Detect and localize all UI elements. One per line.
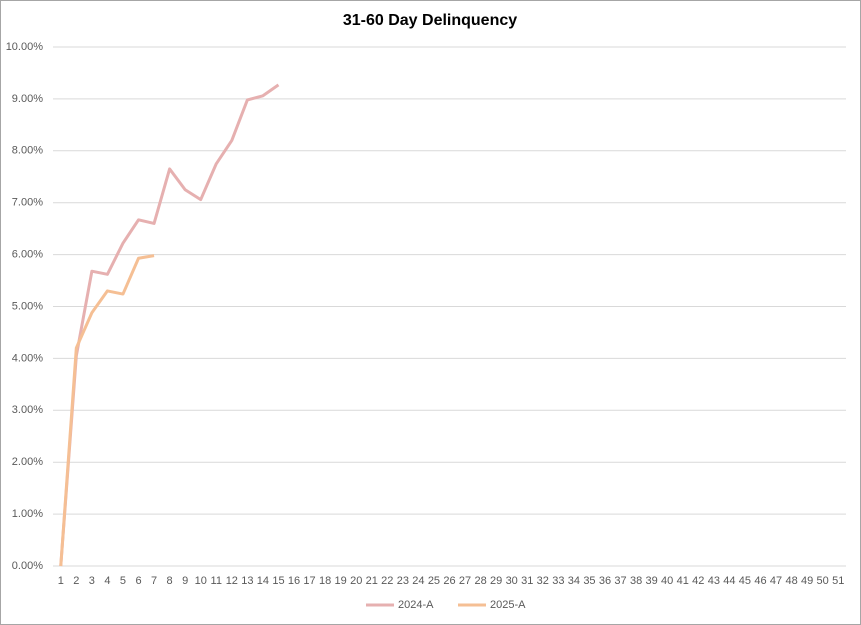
x-tick-label: 26 [443, 575, 455, 587]
x-tick-label: 35 [583, 575, 595, 587]
x-tick-label: 30 [506, 575, 518, 587]
chart-title: 31-60 Day Delinquency [343, 12, 517, 29]
x-tick-label: 8 [167, 575, 173, 587]
x-tick-label: 12 [226, 575, 238, 587]
x-tick-label: 51 [832, 575, 844, 587]
x-tick-label: 29 [490, 575, 502, 587]
x-tick-label: 46 [754, 575, 766, 587]
x-tick-label: 38 [630, 575, 642, 587]
line-series [59, 83, 280, 567]
y-tick-label: 1.00% [12, 508, 43, 520]
x-tick-label: 5 [120, 575, 126, 587]
x-tick-label: 14 [257, 575, 269, 587]
y-tick-label: 7.00% [12, 197, 43, 209]
y-tick-label: 5.00% [12, 300, 43, 312]
x-tick-label: 3 [89, 575, 95, 587]
legend-label: 2024-A [398, 599, 434, 611]
x-tick-label: 32 [537, 575, 549, 587]
x-tick-label: 15 [272, 575, 284, 587]
x-tick-label: 44 [723, 575, 735, 587]
x-tick-label: 24 [412, 575, 424, 587]
x-tick-label: 42 [692, 575, 704, 587]
x-tick-label: 2 [73, 575, 79, 587]
x-tick-label: 36 [599, 575, 611, 587]
line-series [59, 254, 155, 567]
x-tick-label: 6 [135, 575, 141, 587]
y-tick-label: 0.00% [12, 560, 43, 572]
x-tick-label: 48 [785, 575, 797, 587]
y-tick-label: 9.00% [12, 93, 43, 105]
y-tick-label: 6.00% [12, 249, 43, 261]
x-tick-label: 20 [350, 575, 362, 587]
x-tick-label: 27 [459, 575, 471, 587]
x-tick-label: 50 [817, 575, 829, 587]
x-tick-label: 13 [241, 575, 253, 587]
x-tick-label: 17 [303, 575, 315, 587]
x-tick-label: 45 [739, 575, 751, 587]
x-tick-label: 33 [552, 575, 564, 587]
x-tick-label: 18 [319, 575, 331, 587]
x-tick-label: 37 [614, 575, 626, 587]
x-tick-label: 7 [151, 575, 157, 587]
x-tick-label: 49 [801, 575, 813, 587]
x-tick-label: 16 [288, 575, 300, 587]
x-tick-label: 10 [195, 575, 207, 587]
y-tick-label: 3.00% [12, 404, 43, 416]
x-tick-label: 43 [708, 575, 720, 587]
legend-label: 2025-A [490, 599, 526, 611]
x-tick-label: 28 [474, 575, 486, 587]
x-tick-label: 23 [397, 575, 409, 587]
x-tick-label: 4 [104, 575, 110, 587]
x-tick-label: 40 [661, 575, 673, 587]
x-tick-label: 9 [182, 575, 188, 587]
x-tick-label: 25 [428, 575, 440, 587]
x-tick-label: 22 [381, 575, 393, 587]
x-tick-label: 31 [521, 575, 533, 587]
x-tick-label: 11 [211, 575, 222, 587]
x-tick-label: 19 [335, 575, 347, 587]
x-tick-label: 21 [366, 575, 378, 587]
y-tick-label: 4.00% [12, 352, 43, 364]
y-tick-label: 8.00% [12, 145, 43, 157]
x-tick-label: 41 [677, 575, 689, 587]
y-tick-label: 2.00% [12, 456, 43, 468]
x-tick-label: 1 [58, 575, 64, 587]
x-tick-label: 47 [770, 575, 782, 587]
y-tick-label: 10.00% [6, 41, 44, 53]
x-tick-label: 34 [568, 575, 580, 587]
x-tick-label: 39 [646, 575, 658, 587]
